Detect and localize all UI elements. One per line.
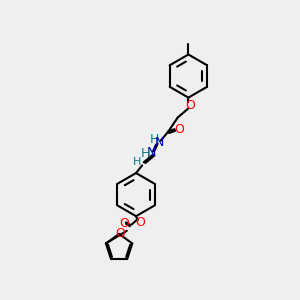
Text: O: O xyxy=(115,227,125,240)
Text: O: O xyxy=(185,99,195,112)
Text: N: N xyxy=(154,136,164,149)
Text: O: O xyxy=(119,217,129,230)
Text: O: O xyxy=(136,216,146,229)
Text: H: H xyxy=(150,134,159,146)
Text: H: H xyxy=(133,157,141,166)
Text: H: H xyxy=(141,147,150,160)
Text: O: O xyxy=(174,123,184,136)
Text: N: N xyxy=(147,146,156,159)
